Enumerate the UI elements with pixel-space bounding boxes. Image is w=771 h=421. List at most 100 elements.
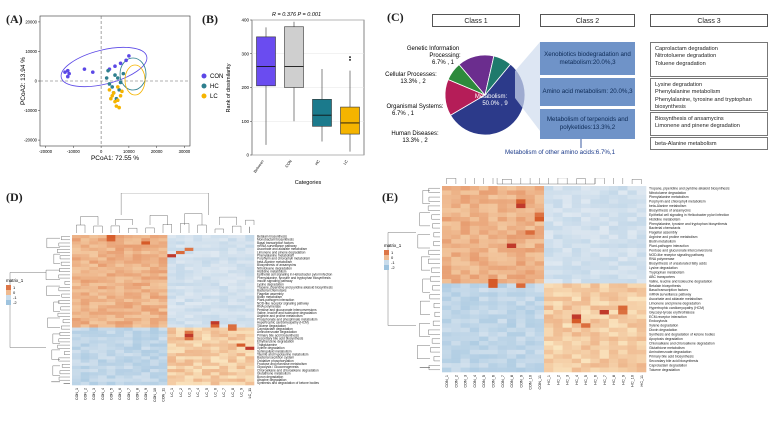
heatmap-cell xyxy=(158,241,168,245)
heatmap-cell xyxy=(506,363,517,368)
heatmap-cell xyxy=(506,221,517,227)
heatmap-cell xyxy=(236,286,246,290)
heatmap-cell xyxy=(141,250,151,255)
heatmap-cell xyxy=(581,279,591,284)
heatmap-cell xyxy=(106,343,116,348)
heatmap-cell xyxy=(442,310,452,315)
heatmap-cell xyxy=(89,330,99,335)
heatmap-cell xyxy=(106,324,116,328)
heatmap-cell xyxy=(150,375,159,379)
heatmap-cell xyxy=(571,208,582,213)
heatmap-cell xyxy=(469,336,480,342)
heatmap-cell xyxy=(636,305,647,311)
heatmap-cell xyxy=(176,247,185,252)
heatmap-cell xyxy=(544,341,554,346)
heatmap-cell xyxy=(210,276,220,280)
heatmap-cell xyxy=(469,239,480,244)
heatmap-row-label: Fructose and mannose metabolism xyxy=(257,362,307,366)
heatmap-cell xyxy=(115,353,125,357)
heatmap-cell xyxy=(442,186,452,191)
heatmap-cell xyxy=(98,317,107,322)
heatmap-cell xyxy=(469,292,480,298)
heatmap-cell xyxy=(553,274,563,280)
heatmap-cell xyxy=(193,295,203,300)
heatmap-cell xyxy=(506,243,517,249)
heatmap-col-label: CON_2 xyxy=(84,388,88,400)
heatmap-cell xyxy=(228,254,237,258)
heatmap-cell xyxy=(571,243,582,249)
heatmap-cell xyxy=(80,241,90,245)
heatmap-cell xyxy=(627,336,638,342)
heatmap-cell xyxy=(228,343,237,348)
heatmap-cell xyxy=(618,265,628,271)
heatmap-legend-tick: 0 xyxy=(13,290,16,295)
heatmap-cell xyxy=(581,221,591,227)
heatmap-cell xyxy=(460,194,471,200)
heatmap-cell xyxy=(210,282,220,287)
heatmap-cell xyxy=(236,356,246,360)
heatmap-cell xyxy=(442,358,452,364)
heatmap-cell xyxy=(141,302,151,306)
heatmap-row-label: Phenylalanine, tyrosine and tryptophan b… xyxy=(649,222,728,226)
heatmap-cell xyxy=(210,247,220,252)
heatmap-cell xyxy=(506,283,517,289)
heatmap-cell xyxy=(460,367,471,373)
heatmap-row-label: beta-Alanine metabolism xyxy=(649,204,686,208)
heatmap-cell xyxy=(497,358,508,364)
heatmap-cell xyxy=(590,194,600,200)
heatmap-cell xyxy=(581,248,591,253)
heatmap-cell xyxy=(210,375,220,379)
heatmap-cell xyxy=(141,369,151,373)
heatmap-cell xyxy=(193,324,203,328)
heatmap-cell xyxy=(124,273,133,277)
heatmap-col-label: HC_1 xyxy=(547,375,551,385)
heatmap-cell xyxy=(115,276,125,280)
heatmap-cell xyxy=(98,305,107,309)
heatmap-row-label: Lysine degradation xyxy=(649,266,678,270)
heatmap-cell xyxy=(106,365,116,370)
heatmap-cell xyxy=(544,349,554,355)
heatmap-cell xyxy=(167,302,177,306)
heatmap-cell xyxy=(497,239,508,244)
heatmap-cell xyxy=(236,333,246,338)
heatmap-cell xyxy=(167,340,177,344)
heatmap-cell xyxy=(488,363,498,368)
heatmap-cell xyxy=(562,212,573,218)
boxplot-xtick-label: Between xyxy=(253,159,265,173)
heatmap-cell xyxy=(599,199,610,205)
heatmap-row-label: Nitrotoluene degradation xyxy=(649,191,686,195)
heatmap-cell xyxy=(89,270,99,274)
heatmap-cell xyxy=(184,298,194,303)
heatmap-cell xyxy=(245,241,255,245)
heatmap-cell xyxy=(451,230,461,236)
heatmap-cell xyxy=(544,318,554,324)
heatmap-cell xyxy=(236,369,246,373)
heatmap-cell xyxy=(627,314,638,320)
heatmap-cell xyxy=(167,317,177,322)
heatmap-cell xyxy=(599,217,610,222)
heatmap-cell xyxy=(89,250,99,255)
heatmap-cell xyxy=(176,372,185,376)
heatmap-cell xyxy=(228,324,237,328)
heatmap-cell xyxy=(80,369,90,373)
heatmap-cell xyxy=(193,337,203,341)
heatmap-cell xyxy=(236,298,246,303)
heatmap-cell xyxy=(202,333,211,338)
heatmap-cell xyxy=(469,190,480,196)
heatmap-cell xyxy=(106,266,116,271)
heatmap-cell xyxy=(89,235,99,239)
heatmap-cell xyxy=(636,345,647,351)
heatmap-cell xyxy=(236,289,246,293)
heatmap-cell xyxy=(124,305,133,309)
heatmap-cell xyxy=(451,318,461,324)
heatmap-cell xyxy=(460,270,471,275)
heatmap-cell xyxy=(608,363,619,368)
heatmap-cell xyxy=(562,194,573,200)
heatmap-cell xyxy=(236,321,246,325)
heatmap-cell xyxy=(581,261,591,267)
heatmap-cell xyxy=(590,310,600,315)
heatmap-cell xyxy=(245,302,255,306)
heatmap-cell xyxy=(210,327,220,332)
heatmap-cell xyxy=(184,244,194,249)
heatmap-cell xyxy=(544,256,554,262)
